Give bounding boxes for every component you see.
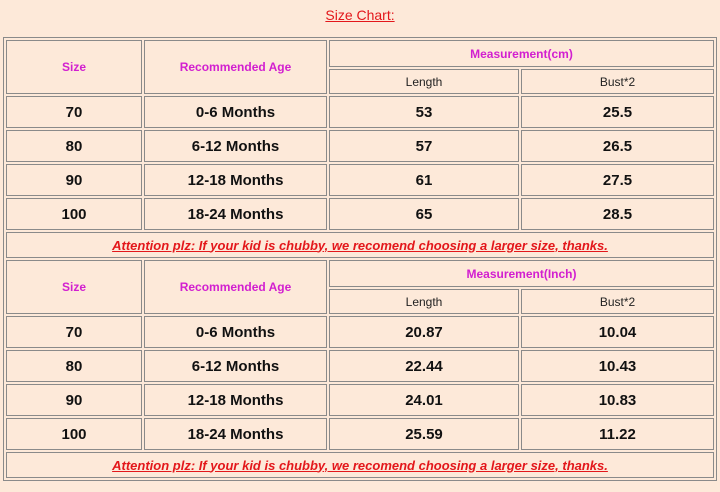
table-cell: 57 [329,130,519,162]
attention-note: Attention plz: If your kid is chubby, we… [6,232,714,258]
table-cell: 65 [329,198,519,230]
table-row: 70 0-6 Months 53 25.5 [6,96,714,128]
table-row: 90 12-18 Months 61 27.5 [6,164,714,196]
table-cell: 53 [329,96,519,128]
size-chart: Size Recommended Age Measurement(cm) Length… [3,37,717,481]
table-row: Attention plz: If your kid is chubby, we… [6,452,714,478]
table-cell: 6-12 Months [144,350,327,382]
table-row: Attention plz: If your kid is chubby, we… [6,232,714,258]
table-cell: 70 [6,96,142,128]
length-header: Length [329,69,519,94]
size-table: Size Recommended Age Measurement(cm) Length… [4,38,716,480]
table-cell: 18-24 Months [144,418,327,450]
table-cell: 90 [6,164,142,196]
table-cell: 10.04 [521,316,714,348]
table-row: 70 0-6 Months 20.87 10.04 [6,316,714,348]
table-row: Size Recommended Age Measurement(Inch) [6,260,714,314]
table-cell: 28.5 [521,198,714,230]
size-header: Size [6,260,142,314]
table-row: 80 6-12 Months 57 26.5 [6,130,714,162]
table-cell: 0-6 Months [144,316,327,348]
size-header: Size [6,40,142,94]
age-header: Recommended Age [144,260,327,314]
table-cell: 12-18 Months [144,164,327,196]
bust-header: Bust*2 [521,289,714,314]
table-cell: 18-24 Months [144,198,327,230]
table-row: 90 12-18 Months 24.01 10.83 [6,384,714,416]
table-cell: 6-12 Months [144,130,327,162]
table-cell: 0-6 Months [144,96,327,128]
bust-header: Bust*2 [521,69,714,94]
table-cell: 26.5 [521,130,714,162]
table-cell: 10.43 [521,350,714,382]
page-title: Size Chart: [325,7,395,23]
table-cell: 80 [6,350,142,382]
age-header: Recommended Age [144,40,327,94]
table-cell: 24.01 [329,384,519,416]
table-cell: 80 [6,130,142,162]
table-cell: 25.59 [329,418,519,450]
table-row: 100 18-24 Months 25.59 11.22 [6,418,714,450]
table-cell: 20.87 [329,316,519,348]
attention-note: Attention plz: If your kid is chubby, we… [6,452,714,478]
table-cell: 22.44 [329,350,519,382]
table-row: Length Bust*2 [6,69,714,94]
table-cell: 10.83 [521,384,714,416]
table-row: 100 18-24 Months 65 28.5 [6,198,714,230]
table-cell: 70 [6,316,142,348]
table-cell: 100 [6,418,142,450]
length-header: Length [329,289,519,314]
measurement-header: Measurement(Inch) [329,260,714,287]
table-cell: 25.5 [521,96,714,128]
measurement-header: Measurement(cm) [329,40,714,67]
table-cell: 90 [6,384,142,416]
table-cell: 27.5 [521,164,714,196]
table-cell: 11.22 [521,418,714,450]
table-cell: 61 [329,164,519,196]
table-cell: 100 [6,198,142,230]
table-row: Length Bust*2 [6,289,714,314]
table-row: 80 6-12 Months 22.44 10.43 [6,350,714,382]
table-cell: 12-18 Months [144,384,327,416]
table-row: Size Recommended Age Measurement(cm) [6,40,714,94]
